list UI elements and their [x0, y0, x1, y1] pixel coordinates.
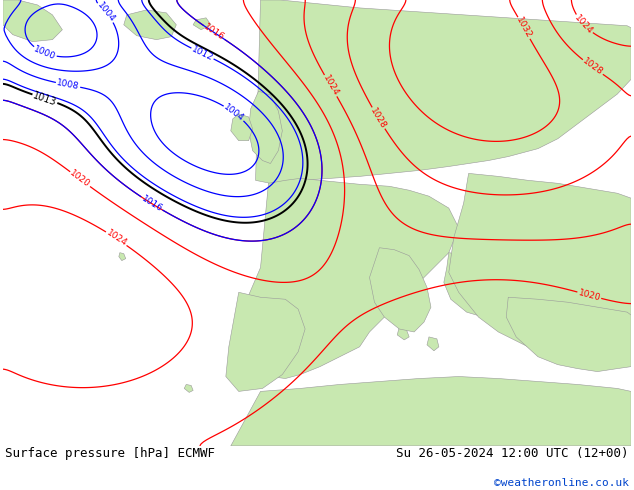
Text: 1020: 1020 [68, 169, 92, 190]
Text: 1016: 1016 [202, 23, 226, 43]
Text: Su 26-05-2024 12:00 UTC (12+00): Su 26-05-2024 12:00 UTC (12+00) [396, 447, 629, 460]
Text: 1004: 1004 [95, 1, 117, 24]
Text: 1024: 1024 [321, 74, 340, 98]
Text: 1028: 1028 [368, 106, 388, 130]
Text: Surface pressure [hPa] ECMWF: Surface pressure [hPa] ECMWF [5, 447, 215, 460]
Text: 1004: 1004 [222, 102, 246, 123]
Text: 1000: 1000 [32, 45, 57, 62]
Text: 1032: 1032 [514, 16, 533, 40]
Text: 1012: 1012 [190, 45, 215, 63]
Text: ©weatheronline.co.uk: ©weatheronline.co.uk [494, 478, 629, 488]
Text: 1013: 1013 [32, 90, 58, 107]
Text: 1020: 1020 [577, 288, 602, 302]
Text: 1028: 1028 [581, 57, 605, 77]
Text: 1024: 1024 [105, 228, 128, 248]
Text: 1008: 1008 [56, 78, 80, 92]
Text: 1016: 1016 [139, 194, 164, 214]
Text: 1024: 1024 [573, 13, 595, 36]
